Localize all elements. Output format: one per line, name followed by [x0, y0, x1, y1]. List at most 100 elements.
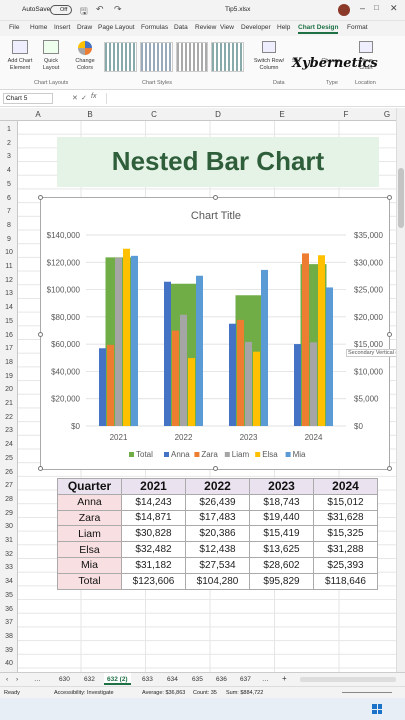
- row-header[interactable]: 31: [5, 537, 13, 544]
- header-2021[interactable]: 2021: [121, 478, 186, 495]
- zoom-slider[interactable]: [342, 692, 392, 693]
- row-header[interactable]: 19: [5, 372, 13, 380]
- cell[interactable]: $18,743: [249, 493, 314, 511]
- next-sheet-icon[interactable]: ›: [16, 676, 19, 683]
- row-header[interactable]: 4: [7, 167, 11, 175]
- cell[interactable]: $19,440: [249, 509, 314, 527]
- cell[interactable]: $95,829: [249, 572, 314, 590]
- chart-area[interactable]: Chart Title $0 $0 $20,000 $5,000 $40,000 $10,0…: [38, 195, 392, 471]
- sheet-tab-630[interactable]: 630: [59, 676, 70, 683]
- tab-draw[interactable]: Draw: [77, 24, 93, 31]
- tab-help[interactable]: Help: [277, 24, 291, 31]
- cancel-icon[interactable]: ✕: [72, 95, 78, 102]
- cell[interactable]: $30,828: [121, 525, 186, 543]
- more-sheets-right-icon[interactable]: …: [262, 676, 269, 683]
- row-header[interactable]: 26: [5, 468, 13, 476]
- row-header[interactable]: 12: [5, 276, 13, 284]
- row-header[interactable]: 25: [5, 454, 13, 462]
- cell[interactable]: $118,646: [313, 572, 378, 590]
- row-header[interactable]: 15: [5, 317, 13, 325]
- cell[interactable]: $15,325: [313, 525, 378, 543]
- vertical-scrollbar[interactable]: [396, 108, 405, 672]
- tab-formulas[interactable]: Formulas: [141, 24, 169, 31]
- row-label[interactable]: Anna: [57, 493, 122, 511]
- avatar[interactable]: [338, 4, 350, 16]
- row-header[interactable]: 13: [5, 290, 13, 298]
- cell[interactable]: $26,439: [185, 493, 250, 511]
- cell[interactable]: $14,871: [121, 509, 186, 527]
- row-header[interactable]: 3: [7, 153, 11, 161]
- tab-insert[interactable]: Insert: [54, 24, 71, 31]
- add-chart-element-button[interactable]: Add Chart Element: [7, 58, 33, 71]
- tab-view[interactable]: View: [220, 24, 234, 31]
- sheet-tab-632[interactable]: 632: [84, 676, 95, 683]
- column-header-g[interactable]: G: [383, 110, 391, 119]
- change-colors-button[interactable]: Change Colors: [75, 58, 95, 71]
- cell[interactable]: $25,393: [313, 556, 378, 574]
- column-header-e[interactable]: E: [279, 110, 285, 119]
- tab-chart-design[interactable]: Chart Design: [298, 24, 339, 34]
- undo-icon[interactable]: ↶: [96, 4, 104, 14]
- add-chart-element-icon[interactable]: [12, 40, 28, 54]
- scroll-thumb[interactable]: [398, 168, 404, 228]
- row-header[interactable]: 40: [5, 660, 13, 668]
- tab-developer[interactable]: Developer: [241, 24, 271, 31]
- header-2023[interactable]: 2023: [249, 478, 314, 495]
- tab-review[interactable]: Review: [195, 24, 217, 31]
- cell[interactable]: $31,182: [121, 556, 186, 574]
- cell[interactable]: $13,625: [249, 541, 314, 558]
- row-header[interactable]: 32: [5, 550, 13, 558]
- row-header[interactable]: 36: [5, 605, 13, 613]
- tab-data[interactable]: Data: [174, 24, 188, 31]
- row-header[interactable]: 37: [5, 619, 13, 627]
- row-header[interactable]: 17: [5, 345, 13, 353]
- sheet-tab-633[interactable]: 633: [142, 676, 153, 683]
- cell[interactable]: $32,482: [121, 541, 186, 558]
- row-header[interactable]: 2: [7, 139, 11, 147]
- chart-style-1[interactable]: [104, 42, 137, 72]
- enter-icon[interactable]: ✓: [81, 95, 87, 102]
- row-label[interactable]: Liam: [57, 525, 122, 543]
- row-header[interactable]: 11: [5, 263, 13, 270]
- chart-style-4[interactable]: [211, 42, 244, 72]
- switch-row-column-icon[interactable]: [262, 41, 276, 53]
- row-header[interactable]: 7: [7, 208, 11, 216]
- change-chart-type-button[interactable]: Change: [321, 58, 341, 64]
- tab-page-layout[interactable]: Page Layout: [98, 24, 135, 31]
- more-sheets-icon[interactable]: …: [34, 676, 41, 683]
- row-header[interactable]: 1: [7, 126, 11, 133]
- row-header[interactable]: 30: [5, 523, 13, 531]
- chart-style-2[interactable]: [139, 42, 173, 72]
- row-header[interactable]: 6: [7, 194, 11, 202]
- header-2022[interactable]: 2022: [185, 478, 250, 495]
- windows-start-icon[interactable]: [372, 704, 382, 714]
- cell[interactable]: $15,419: [249, 525, 314, 543]
- tab-home[interactable]: Home: [30, 24, 48, 31]
- cell[interactable]: $17,483: [185, 509, 250, 527]
- cell[interactable]: $104,280: [185, 572, 250, 590]
- tab-format[interactable]: Format: [347, 24, 368, 31]
- prev-sheet-icon[interactable]: ‹: [6, 676, 9, 683]
- sheet-tab-634[interactable]: 634: [167, 676, 178, 683]
- row-header[interactable]: 24: [5, 441, 13, 449]
- column-header-b[interactable]: B: [87, 110, 93, 119]
- row-header[interactable]: 21: [5, 400, 13, 407]
- tab-file[interactable]: File: [9, 24, 20, 31]
- row-label[interactable]: Total: [57, 572, 122, 590]
- row-header[interactable]: 39: [5, 646, 13, 654]
- minimize-icon[interactable]: –: [360, 3, 366, 13]
- row-header[interactable]: 34: [5, 578, 13, 586]
- cell[interactable]: $15,012: [313, 493, 378, 511]
- column-header-f[interactable]: F: [343, 110, 349, 119]
- change-colors-icon[interactable]: [78, 41, 92, 55]
- move-chart-icon[interactable]: [359, 41, 373, 53]
- cell[interactable]: $28,602: [249, 556, 314, 574]
- resize-handle-br[interactable]: [387, 466, 392, 471]
- row-header[interactable]: 29: [5, 509, 13, 517]
- function-icon[interactable]: fx: [91, 93, 97, 100]
- cell[interactable]: $31,288: [313, 541, 378, 558]
- row-header[interactable]: 5: [7, 180, 11, 188]
- header-2024[interactable]: 2024: [313, 478, 378, 495]
- close-icon[interactable]: ✕: [390, 3, 398, 13]
- formula-input[interactable]: [106, 93, 402, 104]
